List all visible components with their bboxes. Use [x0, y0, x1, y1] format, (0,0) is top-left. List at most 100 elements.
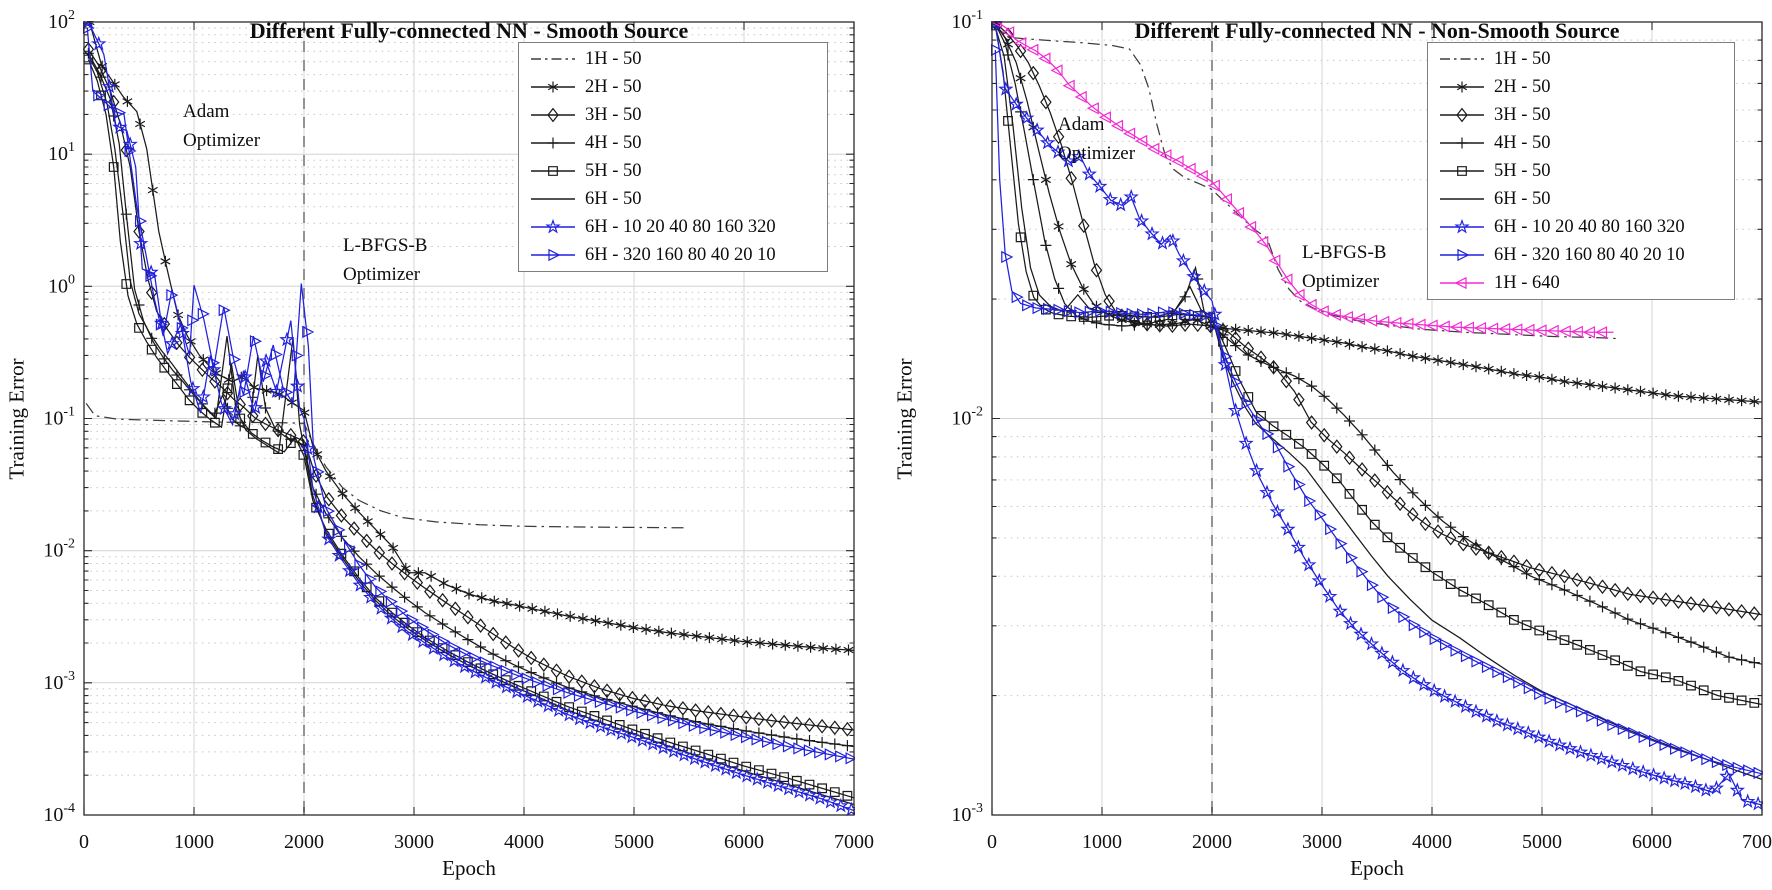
legend-label: 4H - 50: [585, 132, 642, 153]
legend-item-5h---50: 5H - 50: [1438, 157, 1728, 185]
legend: 1H - 50 2H - 50 3H - 50 4H - 50 5H - 50 6H - …: [1427, 42, 1735, 300]
chart-title-smooth: Different Fully-connected NN - Smooth So…: [249, 18, 689, 44]
legend-line-sample: [1440, 137, 1484, 149]
legend-label: 6H - 10 20 40 80 160 320: [585, 216, 776, 237]
y-tick-label: 10-4: [43, 801, 75, 826]
x-tick-label: 1000: [1082, 831, 1122, 853]
axes: [991, 21, 1763, 816]
chart-title-non-smooth: Different Fully-connected NN - Non-Smoot…: [1134, 18, 1620, 44]
y-axis-label: Training Error: [892, 357, 917, 480]
legend-item-6h---10-20-40-80-160-320: 6H - 10 20 40 80 160 320: [1438, 213, 1728, 241]
legend-label: 3H - 50: [1494, 104, 1551, 125]
x-axis-label: Epoch: [1350, 856, 1404, 880]
x-tick-label: 6000: [1632, 831, 1672, 853]
legend-item-5h---50: 5H - 50: [529, 157, 821, 185]
legend-line-sample: [531, 218, 575, 234]
legend-line-sample: [1440, 81, 1484, 93]
legend-line-sample: [531, 137, 575, 149]
legend-label: 5H - 50: [585, 160, 642, 181]
legend-item-6h---50: 6H - 50: [529, 185, 821, 213]
x-axis-label: Epoch: [442, 856, 496, 880]
tick-labels: 0 1000 2000 3000 4000 5000 6000 7000 10-1 10-2 10-…: [951, 8, 1772, 853]
legend-label: 1H - 50: [1494, 48, 1551, 69]
legend-label: 6H - 320 160 80 40 20 10: [585, 244, 776, 265]
series-6h---320-160-80-40-20-10: [83, 21, 855, 765]
legend-label: 1H - 640: [1494, 272, 1560, 293]
legend-item-6h---50: 6H - 50: [1438, 185, 1728, 213]
legend-line-sample: [1440, 107, 1484, 123]
legend-item-1h---640: 1H - 640: [1438, 269, 1728, 297]
legend-item-2h---50: 2H - 50: [529, 73, 821, 101]
legend-label: 2H - 50: [585, 76, 642, 97]
legend-line-sample: [531, 166, 575, 176]
annotation-adam: Adam Optimizer: [183, 101, 261, 151]
series-1h---50: [85, 403, 684, 529]
legend-line-sample: [531, 107, 575, 123]
legend-line-sample: [1440, 166, 1484, 176]
x-tick-label: 1000: [174, 831, 214, 853]
legend-line-sample: [531, 58, 575, 60]
legend-line-sample: [1440, 198, 1484, 200]
grid: [992, 22, 1762, 815]
legend-item-6h---10-20-40-80-160-320: 6H - 10 20 40 80 160 320: [529, 213, 821, 241]
legend-item-6h---320-160-80-40-20-10: 6H - 320 160 80 40 20 10: [529, 241, 821, 269]
series-1h---640: [991, 21, 1614, 339]
x-tick-label: 3000: [1302, 831, 1342, 853]
y-tick-label: 10-3: [951, 801, 983, 826]
x-tick-label: 5000: [1522, 831, 1562, 853]
y-axis-label: Training Error: [4, 357, 29, 480]
legend-label: 2H - 50: [1494, 76, 1551, 97]
legend-item-4h---50: 4H - 50: [529, 129, 821, 157]
legend: 1H - 50 2H - 50 3H - 50 4H - 50 5H - 50 6H - …: [518, 42, 828, 272]
legend-line-sample: [1440, 58, 1484, 60]
legend-label: 6H - 320 160 80 40 20 10: [1494, 244, 1685, 265]
legend-line-sample: [1440, 276, 1484, 290]
legend-label: 6H - 50: [585, 188, 642, 209]
legend-item-1h---50: 1H - 50: [1438, 45, 1728, 73]
legend-label: 4H - 50: [1494, 132, 1551, 153]
legend-item-3h---50: 3H - 50: [1438, 101, 1728, 129]
x-tick-label: 7000: [834, 831, 874, 853]
y-tick-label: 10-2: [951, 405, 983, 430]
grid: [84, 22, 854, 815]
x-tick-label: 0: [79, 831, 89, 853]
legend-line-sample: [531, 81, 575, 93]
y-tick-label: 10-1: [43, 405, 75, 430]
chart-panel-non-smooth: 0 1000 2000 3000 4000 5000 6000 7000 10-1 10-2 10-…: [886, 0, 1772, 890]
series-6h---320-160-80-40-20-10: [991, 43, 1763, 780]
x-tick-label: 6000: [724, 831, 764, 853]
series-group: [83, 21, 855, 816]
chart-panel-smooth: 0 1000 2000 3000 4000 5000 6000 7000 102 101 100 10…: [4, 8, 875, 880]
annotation-lbfgsb: L-BFGS-B Optimizer: [1302, 242, 1387, 292]
legend-label: 5H - 50: [1494, 160, 1551, 181]
legend-line-sample: [1440, 218, 1484, 234]
legend-item-4h---50: 4H - 50: [1438, 129, 1728, 157]
legend-item-1h---50: 1H - 50: [529, 45, 821, 73]
x-tick-label: 4000: [504, 831, 544, 853]
series-6h---10-20-40-80-160-320: [991, 21, 1763, 811]
legend-label: 6H - 10 20 40 80 160 320: [1494, 216, 1685, 237]
legend-line-sample: [1440, 248, 1484, 262]
legend-label: 3H - 50: [585, 104, 642, 125]
y-tick-label: 10-3: [43, 669, 75, 694]
tick-labels: 0 1000 2000 3000 4000 5000 6000 7000 102 101 100 10…: [43, 8, 874, 853]
y-tick-label: 100: [48, 272, 75, 297]
annotation-adam: Adam Optimizer: [1058, 114, 1136, 164]
legend-item-2h---50: 2H - 50: [1438, 73, 1728, 101]
legend-label: 6H - 50: [1494, 188, 1551, 209]
x-tick-label: 0: [987, 831, 997, 853]
legend-label: 1H - 50: [585, 48, 642, 69]
axes: [83, 21, 855, 816]
x-tick-label: 2000: [1192, 831, 1232, 853]
y-tick-label: 10-2: [43, 537, 75, 562]
y-tick-label: 101: [48, 140, 75, 165]
x-tick-label: 2000: [284, 831, 324, 853]
x-tick-label: 3000: [394, 831, 434, 853]
x-tick-label: 5000: [614, 831, 654, 853]
legend-item-3h---50: 3H - 50: [529, 101, 821, 129]
x-tick-label: 4000: [1412, 831, 1452, 853]
annotation-lbfgsb: L-BFGS-B Optimizer: [343, 235, 428, 285]
series-6h---10-20-40-80-160-320: [83, 21, 855, 816]
legend-line-sample: [531, 248, 575, 262]
series-group: [991, 21, 1763, 811]
